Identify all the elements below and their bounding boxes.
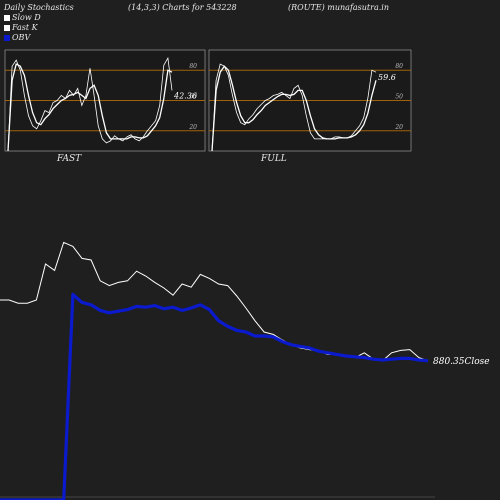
fast-tick-label: 20 [188,124,197,131]
site-label: (ROUTE) munafasutra.in [288,3,389,12]
legend-item-fast-k: Fast K [4,23,38,32]
fast-last-value-label: 42.36 [173,91,197,100]
legend-swatch [4,15,10,21]
close-price-line [0,241,429,362]
chart-title: Daily Stochastics [4,3,74,12]
fast-stochastic-panel: 20 50 80 42.36 FAST [4,49,206,164]
legend-label: OBV [12,33,31,42]
close-value-label: 880.35Close [433,357,490,367]
full-tick-label: 80 [395,63,403,70]
full-tick-label: 20 [394,124,403,131]
full-fast-k-line [211,63,377,152]
price-panel: 880.35Close [0,241,490,500]
legend-label: Slow D [12,13,41,22]
legend-item-obv: OBV [4,33,30,42]
full-stochastic-panel: 20 50 80 59.6 FULL [208,49,412,164]
fast-panel-title: FAST [56,154,82,164]
obv-line [0,292,429,500]
full-panel-title: FULL [260,154,287,164]
fast-slow-d-line [7,63,173,152]
full-last-value-label: 59.6 [378,73,396,82]
chart-params: (14,3,3) Charts for 543228 [128,3,237,12]
fast-fast-k-line [7,56,173,152]
legend-item-slow-d: Slow D [4,13,41,22]
legend-swatch [4,25,10,31]
fast-tick-label: 80 [189,63,197,70]
full-tick-label: 50 [395,94,403,101]
legend-label: Fast K [12,23,38,32]
legend-swatch [4,35,10,41]
fast-tick-label: 50 [189,94,197,101]
